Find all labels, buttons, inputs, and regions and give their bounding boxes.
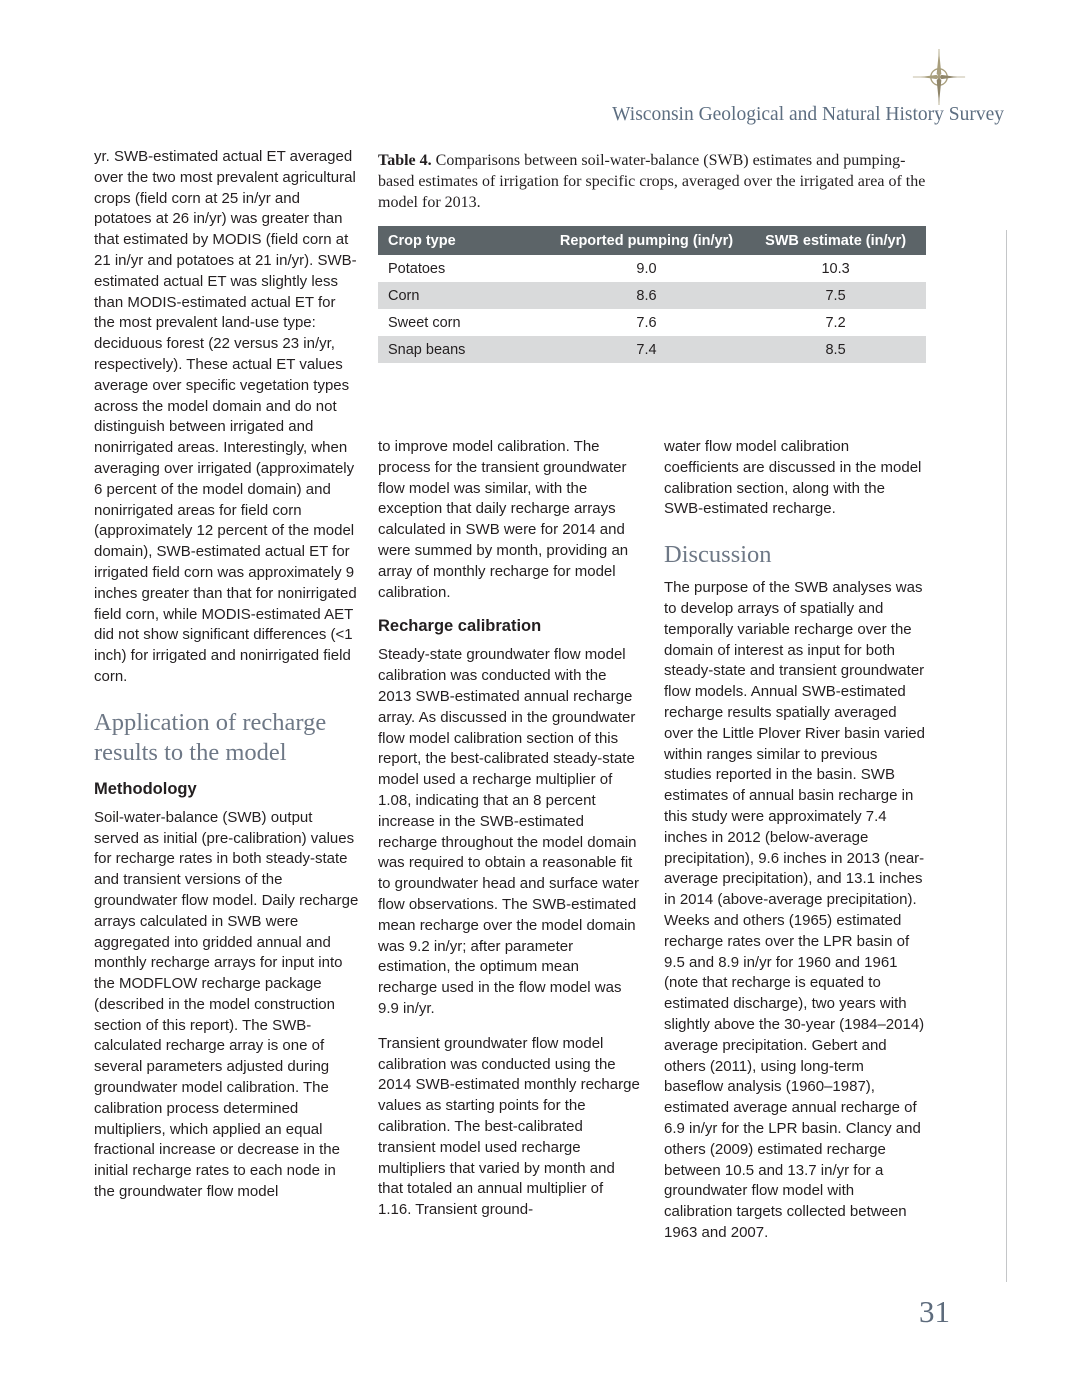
paragraph-discussion: The purpose of the SWB analyses was to d… [664, 579, 925, 1241]
paragraph-methodology: Soil-water-balance (SWB) output served a… [94, 808, 359, 1201]
table-header-row: Crop type Reported pumping (in/yr) SWB e… [378, 226, 926, 255]
cell-reported-pumping: 7.4 [636, 341, 657, 358]
section-heading-discussion: Discussion [664, 541, 772, 569]
paragraph-calibration-coefficients: water flow model calibration coefficient… [664, 438, 922, 518]
paragraph-transient: Transient groundwater flow model calibra… [378, 1034, 640, 1219]
cell-swb-estimate: 8.5 [825, 341, 846, 358]
cell-crop: Potatoes [388, 260, 446, 277]
cell-reported-pumping: 8.6 [636, 287, 657, 304]
paragraph-model-calibration: to improve model calibration. The proces… [378, 438, 629, 601]
cell-swb-estimate: 7.5 [825, 287, 846, 304]
table-row: Snap beans 7.4 8.5 [378, 336, 926, 363]
subsection-heading-methodology: Methodology [94, 779, 197, 798]
column-header-reported-pumping: Reported pumping (in/yr) [547, 226, 746, 255]
right-margin-rule [1006, 230, 1007, 1282]
table-row: Sweet corn 7.6 7.2 [378, 309, 926, 336]
middle-column: to improve model calibration. The proces… [378, 437, 640, 1258]
right-column: water flow model calibration coefficient… [664, 437, 926, 1258]
compass-rose-icon [910, 48, 968, 106]
cell-reported-pumping: 7.6 [636, 314, 657, 331]
page-number: 31 [919, 1294, 950, 1329]
cell-crop: Corn [388, 287, 420, 304]
cell-swb-estimate: 7.2 [825, 314, 846, 331]
cell-crop: Sweet corn [388, 314, 461, 331]
paragraph-steady-state: Steady-state groundwater flow model cali… [378, 646, 639, 1017]
table-caption-label: Table 4. [378, 152, 432, 169]
section-heading-application: Application of recharge results to the m… [94, 708, 327, 766]
paragraph-et-comparison: yr. SWB-estimated actual ET averaged ove… [94, 148, 357, 685]
table-caption: Table 4. Comparisons between soil-water-… [378, 150, 926, 213]
cell-crop: Snap beans [388, 341, 466, 358]
subsection-heading-recharge-calibration: Recharge calibration [378, 617, 542, 636]
cell-swb-estimate: 10.3 [821, 260, 850, 277]
two-column-text: to improve model calibration. The proces… [378, 437, 926, 1258]
left-column: yr. SWB-estimated actual ET averaged ove… [94, 147, 360, 1217]
table-row: Potatoes 9.0 10.3 [378, 255, 926, 282]
table-caption-text: Comparisons between soil-water-balance (… [378, 152, 926, 211]
crop-comparison-table: Crop type Reported pumping (in/yr) SWB e… [378, 226, 926, 363]
publication-title: Wisconsin Geological and Natural History… [612, 104, 1004, 125]
table-row: Corn 8.6 7.5 [378, 282, 926, 309]
cell-reported-pumping: 9.0 [636, 260, 657, 277]
content-region: Table 4. Comparisons between soil-water-… [378, 150, 926, 1258]
column-header-swb-estimate: SWB estimate (in/yr) [745, 226, 926, 255]
column-header-crop-type: Crop type [378, 226, 548, 255]
